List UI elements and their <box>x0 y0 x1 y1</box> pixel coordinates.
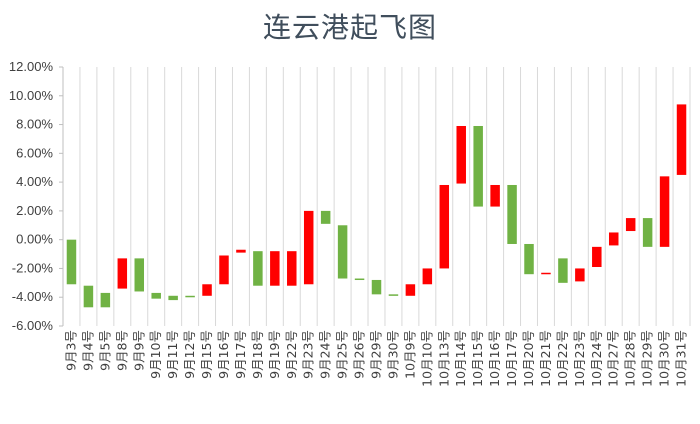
bar-10月16号 <box>490 184 500 207</box>
x-tick-label: 9月15号 <box>199 330 214 379</box>
y-tick-label: -4.00% <box>12 289 54 304</box>
bar-10月28号 <box>625 218 636 232</box>
bar-10月17号 <box>507 184 517 244</box>
bar-10月23号 <box>575 268 585 282</box>
y-tick-label: 2.00% <box>16 203 53 218</box>
bar-9月10号 <box>151 292 161 299</box>
bar-9月3号 <box>66 239 77 285</box>
x-tick-label: 10月23号 <box>572 330 587 387</box>
x-tick-label: 10月9号 <box>402 330 417 379</box>
chart-title: 连云港起飞图 <box>262 11 437 44</box>
x-tick-label: 10月10号 <box>419 330 434 387</box>
x-tick-label: 9月30号 <box>385 330 400 379</box>
x-tick-label: 9月25号 <box>335 330 350 379</box>
bar-10月22号 <box>558 258 568 283</box>
bar-9月12号 <box>185 295 195 298</box>
x-tick-label: 9月4号 <box>80 330 95 371</box>
x-tick-label: 9月3号 <box>63 330 78 371</box>
x-tick-label: 10月14号 <box>453 330 468 387</box>
y-tick-label: -2.00% <box>12 260 54 275</box>
bar-10月9号 <box>405 284 416 296</box>
x-tick-label: 10月21号 <box>538 330 553 387</box>
bar-9月11号 <box>168 295 178 301</box>
x-tick-label: 10月29号 <box>640 330 655 387</box>
x-tick-label: 9月5号 <box>97 330 112 371</box>
bar-10月20号 <box>524 243 534 275</box>
x-tick-label: 10月30号 <box>657 330 672 387</box>
bar-9月15号 <box>202 284 212 296</box>
bar-9月17号 <box>236 249 246 253</box>
bar-9月9号 <box>134 258 145 292</box>
x-tick-label: 10月27号 <box>606 330 621 387</box>
bar-10月29号 <box>642 218 653 247</box>
bar-9月22号 <box>287 251 297 286</box>
bar-10月15号 <box>473 125 483 207</box>
x-tick-label: 9月10号 <box>148 330 163 379</box>
x-tick-label: 9月24号 <box>318 330 333 379</box>
y-tick-label: -6.00% <box>12 318 54 333</box>
x-tick-label: 10月17号 <box>504 330 519 387</box>
x-tick-label: 10月31号 <box>674 330 689 387</box>
x-tick-label: 10月16号 <box>487 330 502 387</box>
bar-10月31号 <box>676 104 687 175</box>
bar-10月14号 <box>456 125 466 184</box>
bar-9月24号 <box>320 210 331 224</box>
x-tick-label: 9月29号 <box>369 330 384 379</box>
bar-10月10号 <box>422 268 433 285</box>
bar-10月24号 <box>592 246 602 268</box>
y-tick-label: 10.00% <box>9 88 54 103</box>
bar-9月26号 <box>354 278 365 281</box>
y-tick-label: 8.00% <box>16 117 53 132</box>
bar-9月5号 <box>100 292 111 308</box>
x-tick-label: 9月22号 <box>284 330 299 379</box>
x-tick-label: 9月18号 <box>250 330 265 379</box>
x-tick-label: 9月17号 <box>233 330 248 379</box>
y-tick-label: 4.00% <box>16 174 53 189</box>
x-tick-label: 9月16号 <box>216 330 231 379</box>
x-tick-label: 10月13号 <box>436 330 451 387</box>
y-tick-label: 12.00% <box>9 59 54 74</box>
x-tick-label: 10月24号 <box>589 330 604 387</box>
bar-9月30号 <box>388 294 399 296</box>
x-tick-label: 10月28号 <box>623 330 638 387</box>
bar-10月27号 <box>608 232 619 246</box>
x-tick-label: 9月19号 <box>267 330 282 379</box>
bar-9月8号 <box>117 258 128 289</box>
bar-9月18号 <box>253 251 263 286</box>
x-tick-label: 9月26号 <box>352 330 367 379</box>
bar-9月4号 <box>83 285 94 308</box>
x-tick-label: 9月23号 <box>301 330 316 379</box>
bar-9月29号 <box>371 279 382 295</box>
bar-10月30号 <box>659 176 670 247</box>
bar-9月16号 <box>219 255 229 285</box>
bar-10月13号 <box>439 184 450 269</box>
x-tick-label: 9月8号 <box>114 330 129 371</box>
x-tick-label: 10月22号 <box>555 330 570 387</box>
y-tick-label: 6.00% <box>16 145 53 160</box>
bar-9月19号 <box>270 251 280 286</box>
x-tick-label: 9月11号 <box>165 330 180 379</box>
x-tick-label: 9月9号 <box>131 330 146 371</box>
x-tick-label: 10月20号 <box>521 330 536 387</box>
y-tick-label: 0.00% <box>16 232 53 247</box>
bar-9月23号 <box>303 210 314 285</box>
x-tick-label: 9月12号 <box>182 330 197 379</box>
x-tick-label: 10月15号 <box>470 330 485 387</box>
bar-9月25号 <box>337 225 348 279</box>
bar-10月21号 <box>541 272 551 275</box>
